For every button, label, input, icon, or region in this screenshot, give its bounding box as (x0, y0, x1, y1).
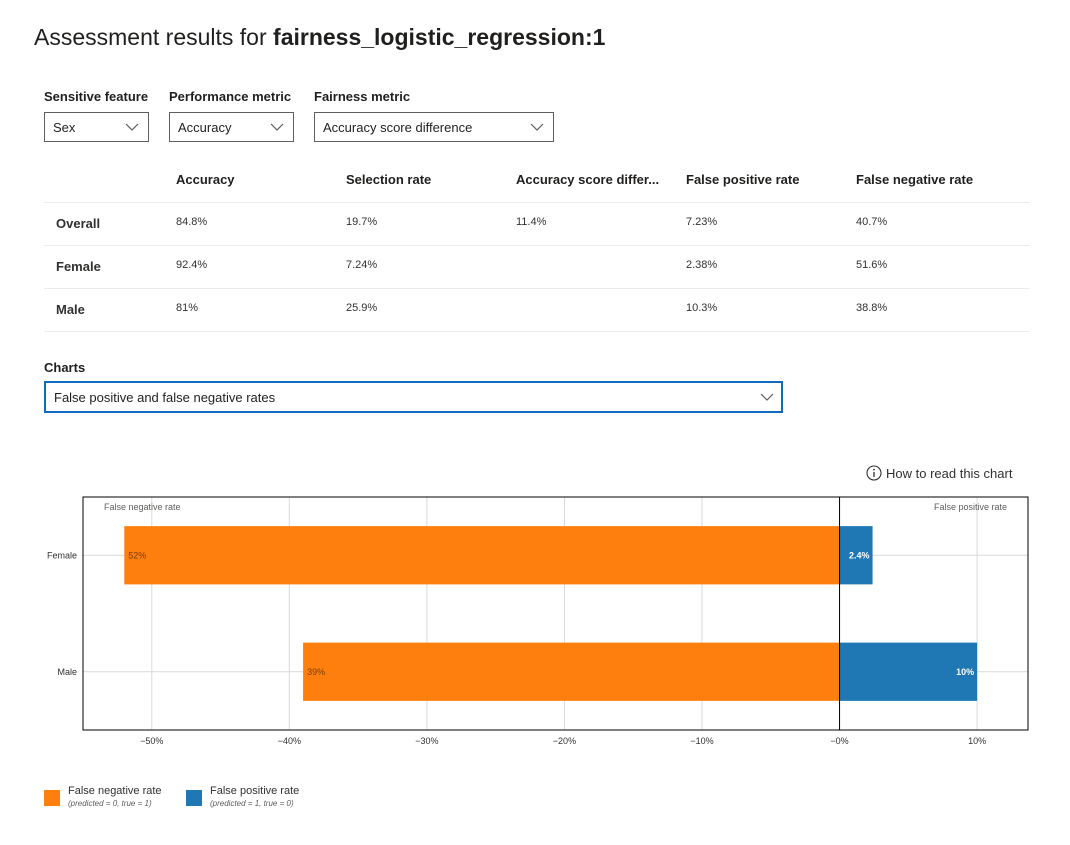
table-cell: 40.7% (856, 216, 888, 228)
performance-metric-label: Performance metric (169, 89, 292, 104)
y-tick-label: Female (47, 550, 77, 560)
table-cell: 11.4% (516, 216, 547, 228)
bar-false-negative-rate (124, 526, 840, 585)
sensitive-feature-dropdown[interactable]: Sex (44, 112, 149, 142)
page-title-prefix: Assessment results for (34, 24, 274, 50)
column-header-accuracy: Accuracy (176, 172, 235, 187)
legend-item-false-negative-rate: False negative rate (predicted = 0, true… (44, 785, 162, 808)
page-title: Assessment results for fairness_logistic… (34, 24, 605, 51)
chevron-down-icon (530, 123, 544, 131)
y-tick-label: Male (57, 667, 77, 677)
column-header-accuracy-score-difference: Accuracy score differ... (516, 172, 660, 187)
table-cell: 84.8% (176, 216, 208, 228)
x-tick-label: −40% (278, 736, 301, 746)
row-divider (44, 331, 1029, 332)
table-cell: 19.7% (346, 216, 378, 228)
column-header-false-negative-rate: False negative rate (856, 172, 974, 187)
table-cell: 38.8% (856, 302, 888, 314)
row-label-female: Female (56, 259, 101, 274)
table-cell: 2.38% (686, 259, 718, 271)
legend-sublabel: (predicted = 0, true = 1) (68, 799, 152, 808)
bar-value-label: 2.4% (849, 550, 870, 560)
table-cell: 92.4% (176, 259, 208, 271)
table-cell: 10.3% (686, 302, 718, 314)
corner-label-false-positive-rate: False positive rate (934, 502, 1007, 512)
chevron-down-icon (125, 123, 139, 131)
charts-label: Charts (44, 360, 86, 375)
table-cell: 25.9% (346, 302, 378, 314)
row-label-male: Male (56, 302, 85, 317)
bar-false-positive-rate (839, 642, 978, 701)
performance-metric-dropdown[interactable]: Accuracy (169, 112, 294, 142)
table-cell: 7.23% (686, 216, 718, 228)
x-tick-label: −30% (415, 736, 438, 746)
x-tick-label: −0% (830, 736, 848, 746)
x-tick-label: 10% (968, 736, 986, 746)
chevron-down-icon (760, 393, 774, 401)
bar-value-label: 52% (128, 550, 146, 560)
how-to-read-label: How to read this chart (886, 465, 1013, 481)
legend-swatch-orange (44, 790, 60, 806)
bar-false-positive-rate (839, 526, 873, 585)
charts-dropdown[interactable]: False positive and false negative rates (44, 381, 783, 413)
model-name: fairness_logistic_regression:1 (273, 24, 606, 50)
plot-frame (82, 496, 1029, 731)
x-tick-label: −10% (690, 736, 713, 746)
row-label-overall: Overall (56, 216, 101, 231)
bar-value-label: 39% (307, 667, 325, 677)
info-icon (866, 465, 882, 481)
performance-metric-value: Accuracy (178, 119, 232, 135)
row-divider (44, 202, 1029, 203)
x-tick-label: −50% (140, 736, 163, 746)
charts-selected-value: False positive and false negative rates (54, 389, 276, 405)
legend-sublabel: (predicted = 1, true = 0) (210, 799, 294, 808)
fairness-metric-label: Fairness metric (314, 89, 411, 104)
fp-fn-rate-chart: 52% 39% 2.4% 10% Female Male −50% −40% −30% −20% −… (47, 496, 1029, 746)
fairness-metric-value: Accuracy score difference (323, 119, 473, 135)
sensitive-feature-value: Sex (53, 119, 76, 135)
table-cell: 7.24% (346, 259, 378, 271)
legend-label: False negative rate (68, 785, 162, 797)
fairness-metric-dropdown[interactable]: Accuracy score difference (314, 112, 554, 142)
bar-false-negative-rate (303, 642, 840, 701)
chevron-down-icon (270, 123, 284, 131)
bar-value-label: 10% (956, 667, 974, 677)
legend-label: False positive rate (210, 785, 300, 797)
x-tick-label: −20% (553, 736, 576, 746)
column-header-false-positive-rate: False positive rate (686, 172, 800, 187)
row-divider (44, 245, 1029, 246)
table-cell: 51.6% (856, 259, 888, 271)
column-header-selection-rate: Selection rate (346, 172, 432, 187)
table-cell: 81% (176, 302, 199, 314)
legend-item-false-positive-rate: False positive rate (predicted = 1, true… (186, 785, 299, 808)
row-divider (44, 288, 1029, 289)
how-to-read-chart-link[interactable]: How to read this chart (866, 465, 1012, 481)
legend-swatch-blue (186, 790, 202, 806)
sensitive-feature-label: Sensitive feature (44, 89, 149, 104)
corner-label-false-negative-rate: False negative rate (104, 502, 181, 512)
